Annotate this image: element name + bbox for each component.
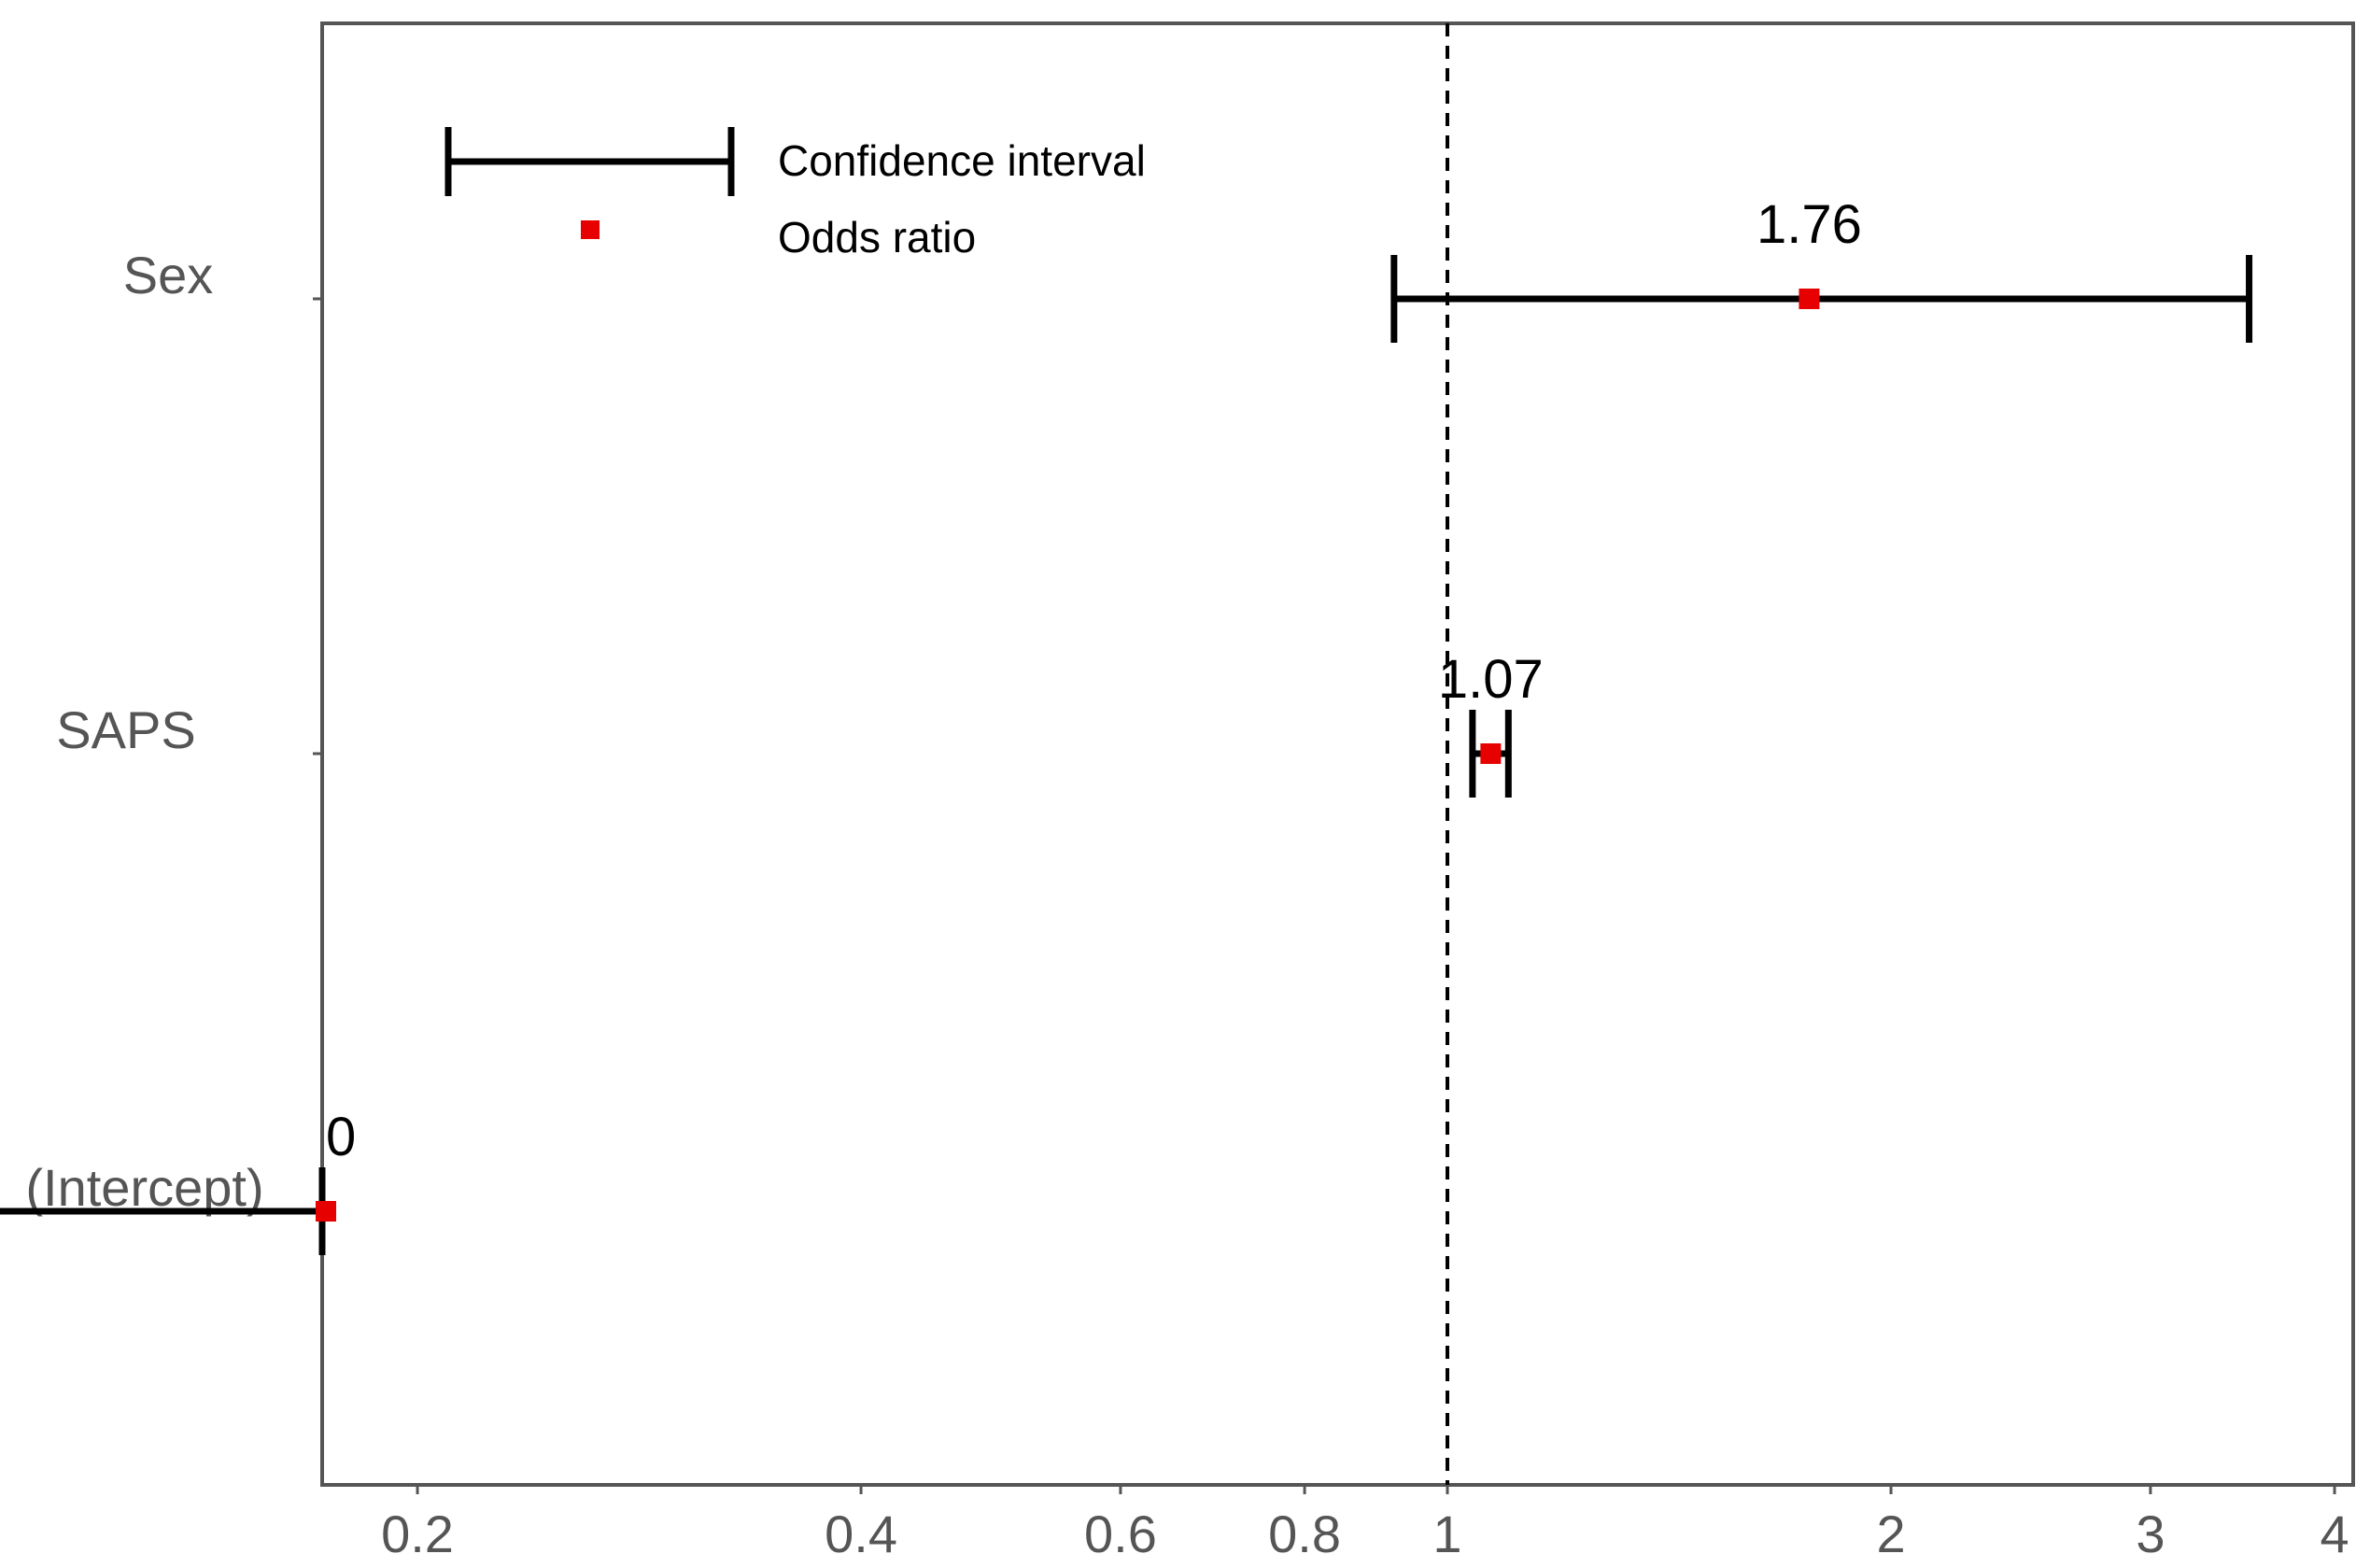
x-tick-label: 0.8	[1268, 1504, 1341, 1563]
legend-label-odds-ratio: Odds ratio	[778, 213, 976, 261]
y-category-label: (Intercept)	[25, 1158, 263, 1217]
x-tick-label: 0.4	[825, 1504, 897, 1563]
y-category-label: SAPS	[56, 700, 195, 759]
odds-ratio-point	[1480, 743, 1502, 764]
value-label: 1.07	[1438, 649, 1544, 710]
legend: Confidence interval Odds ratio	[444, 127, 1146, 261]
legend-point-marker	[581, 220, 600, 239]
x-tick-label: 1	[1432, 1504, 1461, 1563]
plot-frame	[320, 21, 2355, 1487]
value-label: 1.76	[1756, 194, 1862, 255]
value-label: 0	[326, 1107, 356, 1167]
odds-ratio-point	[316, 1201, 336, 1222]
x-tick-label: 4	[2320, 1504, 2349, 1563]
x-tick-label: 0.2	[381, 1504, 454, 1563]
legend-label-confidence-interval: Confidence interval	[778, 136, 1146, 185]
x-tick-label: 2	[1876, 1504, 1905, 1563]
y-category-label: Sex	[123, 246, 214, 304]
odds-ratio-point	[1799, 289, 1820, 309]
x-tick-label: 3	[2136, 1504, 2165, 1563]
x-tick-label: 0.6	[1084, 1504, 1157, 1563]
